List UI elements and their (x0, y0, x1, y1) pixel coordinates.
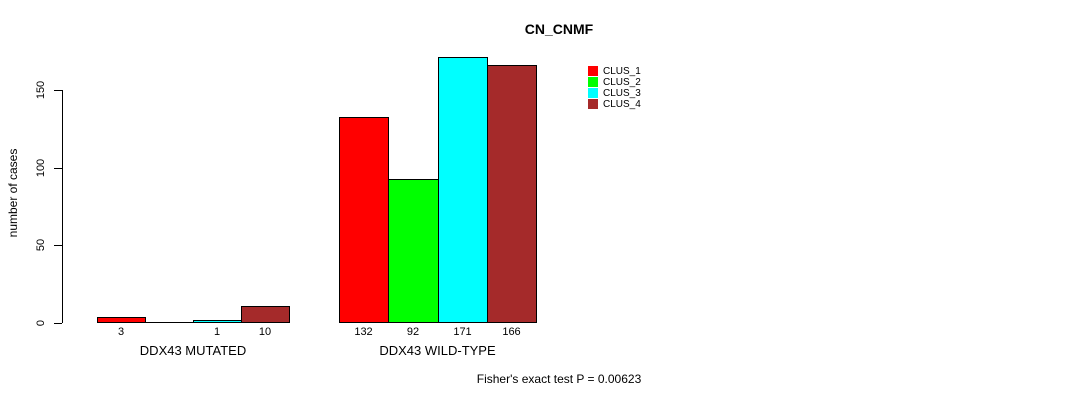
x-group-label: DDX43 MUTATED (139, 343, 247, 358)
legend-swatch-clus_1 (588, 66, 598, 76)
y-tick-mark (54, 245, 62, 247)
y-tick-label: 50 (35, 239, 47, 252)
y-axis-label: number of cases (6, 148, 20, 238)
y-tick-mark (54, 90, 62, 92)
fisher-test-annotation: Fisher's exact test P = 0.00623 (476, 372, 642, 386)
y-tick-label: 100 (35, 158, 47, 177)
bar-value-label: 132 (354, 326, 373, 338)
x-group-label: DDX43 WILD-TYPE (379, 343, 496, 358)
y-tick-mark (54, 167, 62, 169)
bar-value-label: 10 (258, 326, 272, 338)
bar-clus_1 (339, 117, 389, 323)
bar-value-label: 1 (213, 326, 221, 338)
bar-clus_4 (487, 65, 537, 323)
bar-clus_3 (193, 320, 242, 323)
y-axis-line (62, 90, 63, 323)
bar-value-label: 92 (406, 326, 420, 338)
bar-clus_3 (438, 57, 488, 323)
chart-title: CN_CNMF (524, 21, 594, 37)
y-tick-mark (54, 322, 62, 324)
bar-clus_2 (388, 179, 439, 323)
bar-value-label: 171 (453, 326, 472, 338)
bar-clus_1 (97, 317, 146, 323)
legend-label: CLUS_3 (603, 88, 641, 99)
legend-swatch-clus_3 (588, 88, 598, 98)
legend-label: CLUS_1 (603, 66, 641, 77)
bar-clus_4 (241, 306, 290, 323)
y-tick-label: 0 (35, 319, 47, 326)
bar-value-label: 3 (117, 326, 125, 338)
legend-swatch-clus_2 (588, 77, 598, 87)
legend-swatch-clus_4 (588, 99, 598, 109)
bar-value-label: 166 (502, 326, 521, 338)
legend-label: CLUS_4 (603, 99, 641, 110)
y-tick-label: 150 (35, 81, 47, 100)
legend-label: CLUS_2 (603, 77, 641, 88)
